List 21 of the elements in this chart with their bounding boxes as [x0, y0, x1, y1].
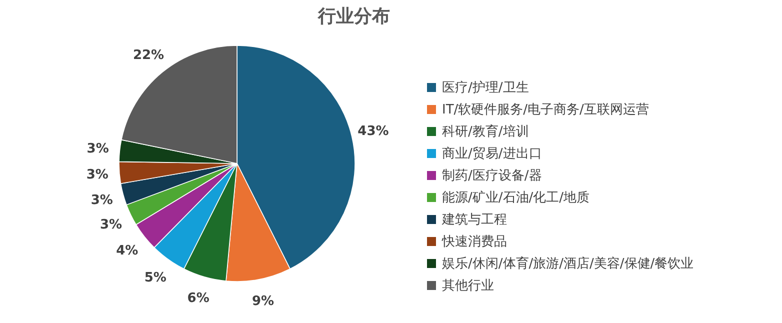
- data-label: 6%: [187, 291, 210, 306]
- legend-label: 科研/教育/培训: [442, 124, 529, 140]
- legend-label: 医疗/护理/卫生: [442, 80, 529, 96]
- legend-label: 其他行业: [442, 278, 494, 294]
- data-label: 5%: [144, 270, 166, 286]
- legend-label: IT/软硬件服务/电子商务/互联网运营: [442, 102, 649, 118]
- data-label: 3%: [100, 218, 122, 233]
- data-label: 4%: [116, 243, 138, 258]
- data-label: 3%: [86, 167, 108, 182]
- data-label: 22%: [132, 48, 164, 64]
- chart-title: 行业分布: [317, 6, 390, 27]
- data-label: 9%: [252, 294, 274, 310]
- data-label: 43%: [358, 124, 389, 140]
- legend-label: 娱乐/休闲/体育/旅游/酒店/美容/保健/餐饮业: [442, 256, 694, 272]
- legend-label: 快速消费品: [441, 234, 507, 250]
- legend-label: 商业/贸易/进出口: [442, 146, 542, 162]
- legend-label: 建筑与工程: [441, 212, 507, 228]
- data-label: 3%: [86, 141, 109, 156]
- legend-label: 能源/矿业/石油/化工/地质: [442, 190, 590, 206]
- legend-label: 制药/医疗设备/器: [442, 168, 542, 184]
- data-label: 3%: [90, 193, 113, 208]
